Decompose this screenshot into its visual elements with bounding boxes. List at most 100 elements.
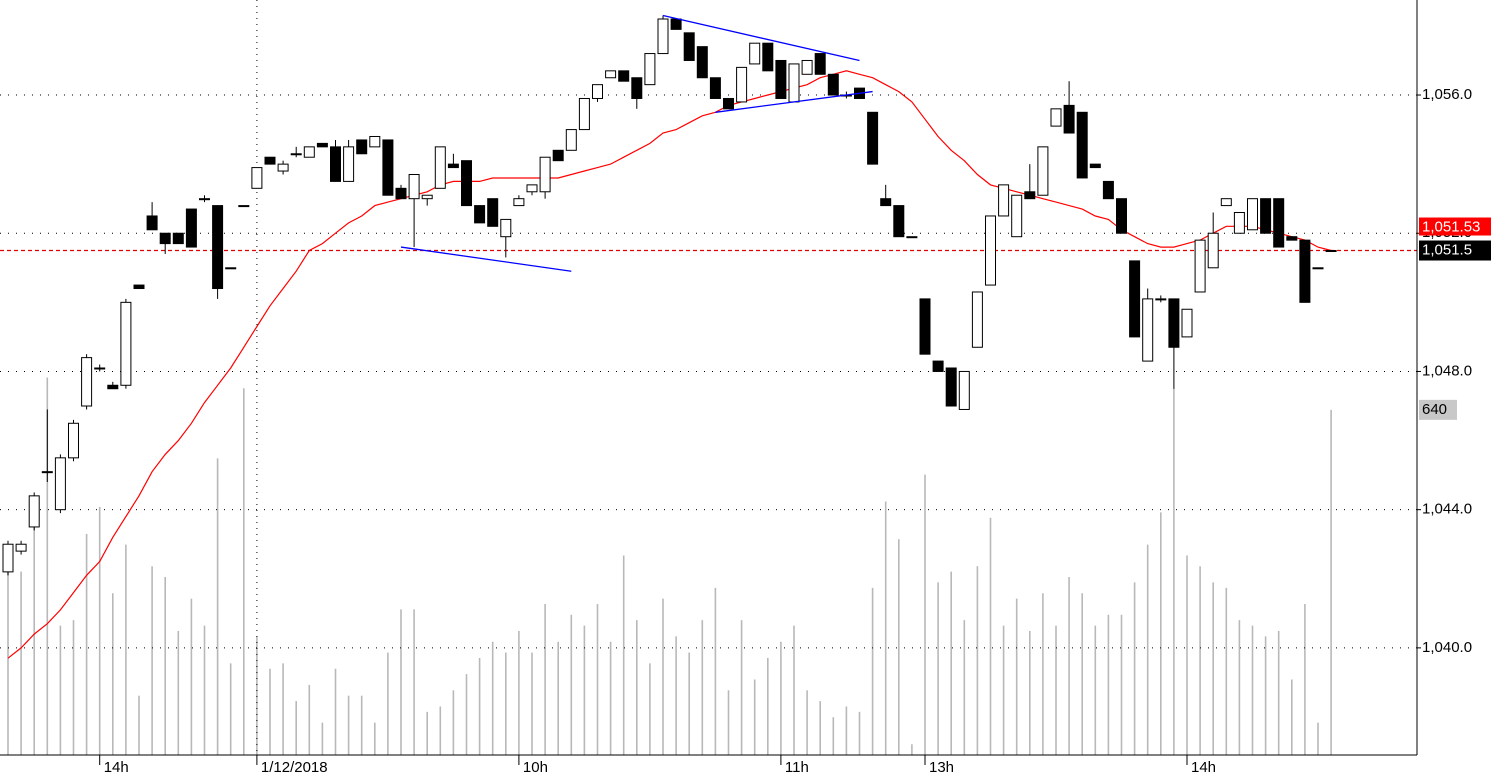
candle-body [199, 198, 210, 201]
candle-body [120, 301, 132, 386]
candle-body [605, 70, 617, 79]
candle-body [1168, 298, 1180, 348]
candle-body [578, 97, 590, 131]
x-tick-label: 11h [785, 759, 809, 776]
candle-body [565, 129, 577, 151]
candle-body [316, 142, 328, 148]
candle-body [382, 139, 394, 196]
candle-body [172, 232, 184, 245]
candle-body [264, 156, 276, 165]
candle-body [1102, 180, 1114, 200]
candle-body [723, 97, 734, 110]
candle-body [1155, 298, 1167, 301]
x-tick-label: 14h [104, 759, 129, 776]
candle-body [526, 184, 538, 193]
candle-body [775, 59, 787, 99]
candle-body [28, 495, 40, 528]
candle-body [434, 146, 446, 189]
candle-body [356, 139, 368, 155]
candle-body [1286, 236, 1298, 241]
candle-body [15, 543, 27, 552]
candle-body [696, 46, 708, 79]
candle-body [1233, 212, 1245, 234]
candle-body [618, 70, 630, 82]
candle-body [133, 284, 145, 290]
volume-label-box [1419, 399, 1457, 420]
candle-body [1312, 267, 1324, 270]
candle-body [880, 198, 892, 207]
candle-body [945, 367, 957, 407]
candle-body [330, 146, 341, 182]
last-price-label: 1,051.5 [1422, 241, 1472, 258]
candle-body [971, 291, 983, 348]
candle-body [487, 198, 499, 227]
candle-body [369, 135, 381, 148]
candle-body [159, 232, 171, 245]
candle-body [998, 184, 1010, 217]
candle-body [539, 156, 551, 193]
y-tick-label: 1,044.0 [1422, 501, 1472, 518]
candle-body [1325, 250, 1337, 253]
candle-body [303, 146, 315, 158]
candle-body [932, 360, 944, 372]
candle-body [1194, 239, 1206, 293]
candle-body [474, 205, 486, 224]
candle-body [238, 205, 250, 208]
candle-body [1116, 198, 1127, 234]
candle-body [212, 205, 224, 290]
candle-body [919, 298, 931, 355]
candle-body [958, 370, 970, 410]
candle-body [814, 53, 826, 75]
candle-body [644, 53, 656, 86]
candle-body [146, 215, 158, 231]
ma-label: 1,051.53 [1422, 218, 1480, 235]
candle-body [251, 167, 263, 189]
candle-body [1142, 298, 1154, 362]
candle-body [447, 163, 459, 169]
volume-label: 640 [1422, 401, 1447, 418]
candle-body [893, 205, 905, 238]
candle-body [985, 215, 996, 286]
candle-body [1063, 104, 1075, 134]
candle-body [788, 63, 800, 103]
candle-body [592, 84, 603, 99]
candle-body [290, 153, 302, 156]
price-layer [0, 14, 1417, 659]
candle-body [1299, 239, 1311, 303]
grid-layer [0, 0, 1421, 765]
candle-body [94, 367, 106, 370]
candle-body [1247, 198, 1258, 231]
candle-body [41, 471, 53, 474]
volume-layer [7, 377, 1332, 755]
ma-label-box [1419, 217, 1491, 236]
candle-body [827, 73, 839, 96]
candle-body [421, 194, 433, 200]
trendline [400, 246, 572, 272]
candle-body [1207, 232, 1219, 269]
candle-body [107, 384, 119, 390]
y-tick-label: 1,040.0 [1422, 639, 1472, 656]
candle-body [552, 149, 564, 162]
candle-body [54, 457, 66, 511]
candle-body [81, 357, 93, 407]
candle-body [461, 160, 472, 207]
candle-body [185, 208, 197, 248]
candle-body [657, 18, 669, 55]
candle-body [1273, 198, 1285, 248]
x-tick-label: 13h [929, 759, 954, 776]
candle-body [68, 422, 79, 459]
candle-body [906, 236, 918, 239]
candle-body [736, 66, 748, 103]
candle-body [500, 218, 512, 238]
x-tick-label: 14h [1191, 759, 1216, 776]
candle-body [1220, 198, 1232, 207]
last-price-box [1419, 240, 1491, 261]
candle-body [801, 59, 813, 75]
candle-body [277, 163, 289, 172]
candle-body [762, 42, 774, 72]
candle-body [2, 543, 14, 573]
candle-body [670, 18, 682, 30]
candle-body [1024, 191, 1036, 200]
trendline [662, 14, 860, 62]
